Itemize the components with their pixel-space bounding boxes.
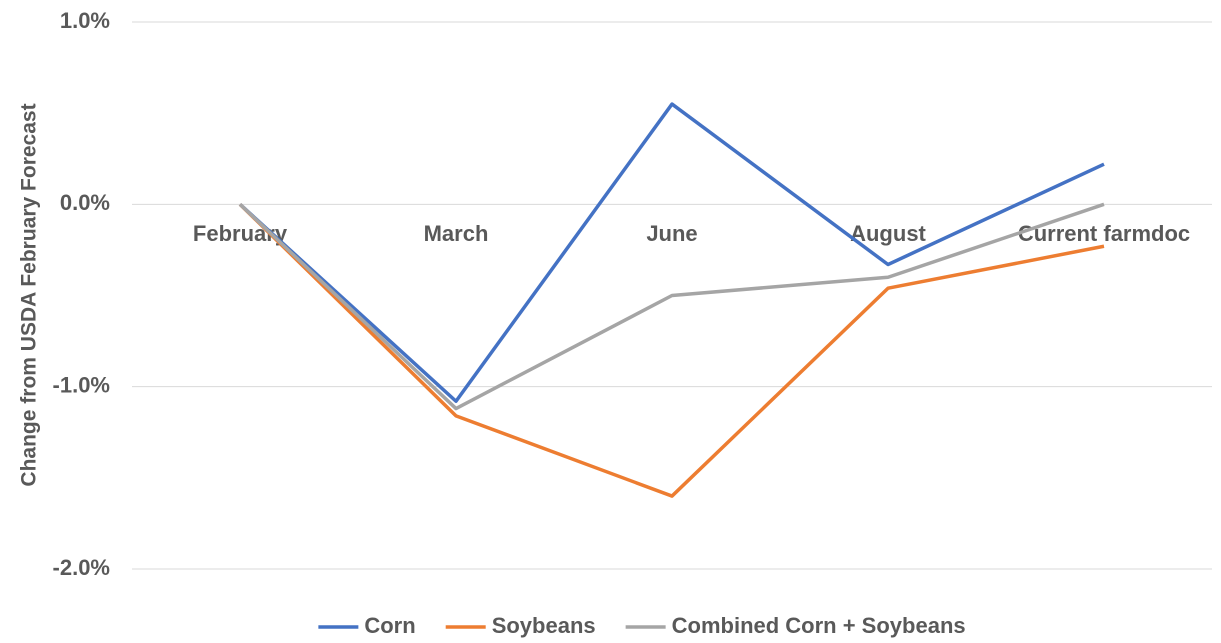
legend-label: Combined Corn + Soybeans xyxy=(672,613,966,638)
x-tick-label: August xyxy=(850,221,926,246)
x-tick-label: June xyxy=(646,221,697,246)
series-line xyxy=(238,202,1105,411)
series-line xyxy=(238,102,1105,404)
y-tick-label: 1.0% xyxy=(60,8,110,33)
legend-label: Corn xyxy=(364,613,415,638)
y-tick-label: 0.0% xyxy=(60,190,110,215)
series-line xyxy=(238,203,1105,498)
y-tick-label: -1.0% xyxy=(53,372,110,397)
legend: Corn Soybeans Combined Corn + Soybeans xyxy=(318,613,966,638)
y-tick-label: -2.0% xyxy=(53,555,110,580)
y-axis-title: Change from USDA February Forecast xyxy=(18,103,41,486)
legend-label: Soybeans xyxy=(492,613,596,638)
x-tick-label: March xyxy=(424,221,489,246)
